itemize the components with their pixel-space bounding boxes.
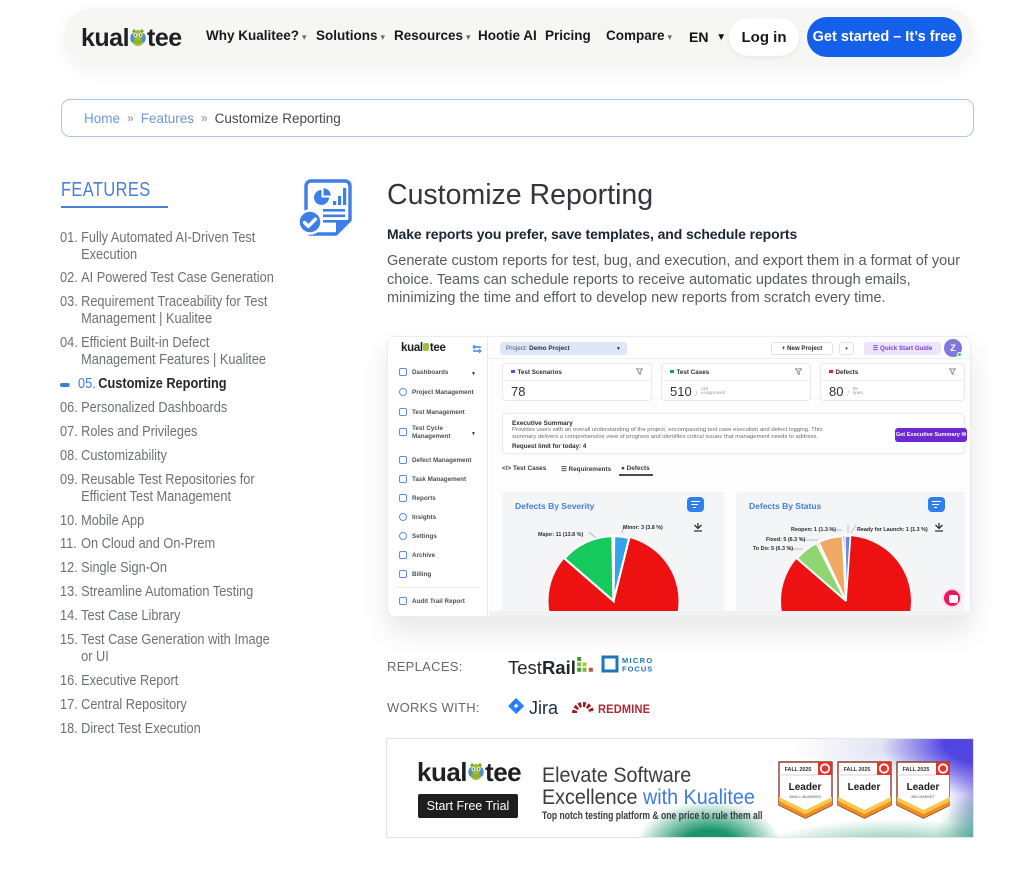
svg-text:Leader: Leader — [789, 782, 822, 793]
svg-text:Leader: Leader — [907, 782, 940, 793]
svg-text:FALL 2025: FALL 2025 — [844, 767, 871, 773]
svg-text:SMALL BUSINESS: SMALL BUSINESS — [789, 795, 821, 799]
svg-text:MID-MARKET: MID-MARKET — [911, 795, 935, 799]
svg-text:FALL 2025: FALL 2025 — [903, 767, 930, 773]
svg-text:FOCUS: FOCUS — [622, 665, 653, 674]
svg-text:MICRO: MICRO — [622, 656, 654, 665]
svg-text:Leader: Leader — [848, 782, 881, 793]
svg-text:FALL 2025: FALL 2025 — [785, 767, 812, 773]
